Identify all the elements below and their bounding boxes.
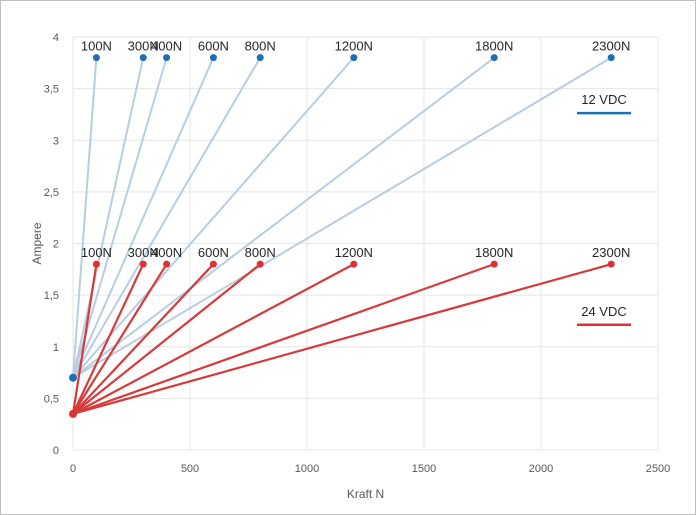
x-tick-label: 1000 [295,463,319,475]
x-tick-label: 2500 [646,463,670,475]
x-tick-label: 2000 [529,463,553,475]
series-12-vdc-line-1800N [72,56,495,379]
series-12-vdc-label-800N: 800N [245,39,276,54]
x-tick-label: 1500 [412,463,436,475]
series-12-vdc-line-300N [72,57,145,378]
series-24-vdc-point-1200N [350,260,358,268]
y-axis-title: Ampere [30,222,44,264]
series-24-vdc-line-600N [72,263,215,415]
series-24-vdc-label-400N: 400N [151,245,182,260]
series-24-vdc-line-800N [72,263,261,415]
series-24-vdc-point-300N [139,260,147,268]
series-12-vdc-line-100N [72,57,98,378]
y-tick-label: 3 [53,135,59,147]
series-24-vdc-label-300N: 300N [128,245,159,260]
y-tick-label: 0 [53,445,59,457]
series-24-vdc-label-1200N: 1200N [335,245,373,260]
series-12-vdc-point-1200N [350,54,358,62]
legends: 12 VDC 24 VDC [577,92,631,327]
x-tick-label: 0 [70,463,76,475]
series-24-vdc-point-800N [256,260,264,268]
y-tick-label: 1,5 [44,290,59,302]
y-tick-label: 2 [53,239,59,251]
series-24-vdc-point-1800N [490,260,498,268]
series-24-vdc-line-2300N [72,263,612,415]
series-12-vdc-point-600N [209,54,217,62]
series-12-vdc-point-1800N [490,54,498,62]
series-12-vdc-line-800N [72,57,262,379]
series-12-vdc-label-2300N: 2300N [592,39,630,54]
series-lines [71,56,612,415]
series-12-vdc-label-1800N: 1800N [475,39,513,54]
series-24-vdc-line-1200N [72,263,355,415]
y-tick-label: 4 [53,32,59,44]
legend-24-vdc-label: 24 VDC [581,304,627,319]
series-12-vdc-line-600N [72,57,215,379]
x-tick-label: 500 [181,463,199,475]
y-tick-label: 2,5 [44,187,59,199]
series-12-vdc-point-400N [163,54,171,62]
grid [72,36,659,451]
x-axis-title: Kraft N [347,487,384,501]
series-24-vdc-point-2300N [607,260,615,268]
series-24-vdc-label-2300N: 2300N [592,245,630,260]
series-12-vdc-point-300N [139,54,147,62]
series-12-vdc-origin-point [69,373,77,382]
series-24-vdc-origin-point [69,409,77,418]
series-24-vdc-label-800N: 800N [245,245,276,260]
series-24-vdc-label-600N: 600N [198,245,229,260]
series-24-vdc-label-100N: 100N [81,245,112,260]
series-24-vdc-line-1800N [72,263,495,415]
series-24-vdc-label-1800N: 1800N [475,245,513,260]
series-24-vdc-point-600N [209,260,217,268]
legend-12-vdc-label: 12 VDC [581,92,627,107]
series-12-vdc-label-100N: 100N [81,39,112,54]
series-12-vdc-point-100N [92,54,100,62]
y-tick-label: 0,5 [44,393,59,405]
series-12-vdc-point-2300N [607,54,615,62]
series-12-vdc-label-1200N: 1200N [335,39,373,54]
y-tick-label: 3,5 [44,84,59,96]
y-tick-label: 1 [53,342,59,354]
series-24-vdc-point-100N [92,260,100,268]
series-12-vdc-point-800N [256,54,264,62]
series-24-vdc-point-400N [163,260,171,268]
series-12-vdc-label-400N: 400N [151,39,182,54]
series-12-vdc-label-300N: 300N [128,39,159,54]
series-24-vdc-line-300N [72,263,145,415]
series-points [69,54,615,418]
series-12-vdc-line-2300N [72,56,612,379]
axes: 0 0,5 1 1,5 2 2,5 3 3,5 4 0 500 1000 1500 2000 2500 [44,32,671,475]
series-24-vdc-line-100N [71,263,98,415]
series-12-vdc-label-600N: 600N [198,39,229,54]
series-12-vdc-line-1200N [72,56,355,379]
series-12-vdc-line-400N [72,57,168,379]
series-24-vdc-line-400N [72,263,168,415]
